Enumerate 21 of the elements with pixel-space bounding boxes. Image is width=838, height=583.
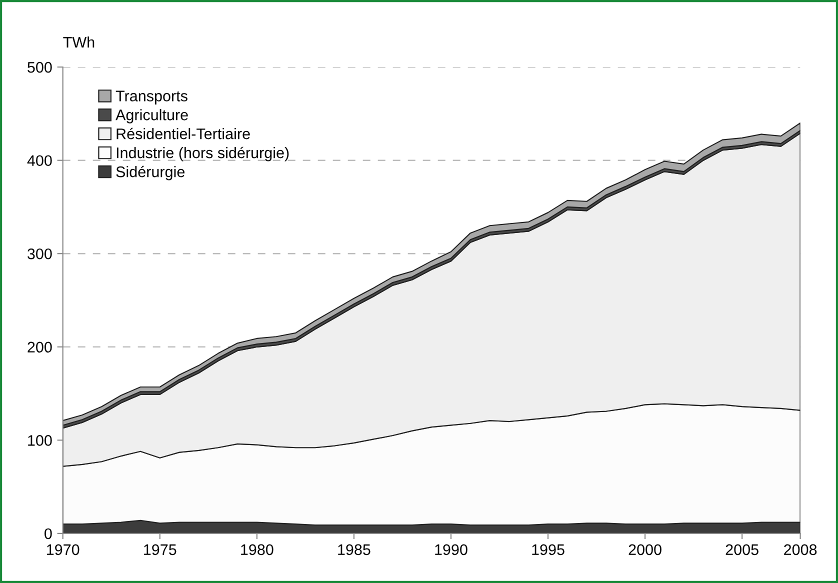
x-tick-label: 1980 [241, 544, 274, 556]
x-tick-label: 1970 [47, 544, 80, 556]
y-tick-label: 400 [27, 155, 52, 166]
y-tick-label: 100 [28, 435, 52, 446]
legend-label: Sidérurgie [116, 166, 184, 180]
legend-label: Transports [116, 90, 188, 104]
y-tick-label: 200 [28, 342, 52, 353]
legend-label: Résidentiel-Tertiaire [116, 128, 250, 140]
x-tick-label: 2005 [726, 544, 758, 556]
y-axis-title: TWh [63, 36, 94, 48]
y-tick-label: 300 [28, 248, 52, 260]
x-tick-label: 2000 [628, 544, 662, 556]
x-tick-label: 1985 [338, 544, 370, 556]
x-tick-label: 1995 [532, 544, 564, 556]
legend-label: Industrie (hors sidérurgie) [116, 146, 289, 162]
x-tick-label: 1990 [435, 544, 468, 556]
y-tick-label: 500 [28, 62, 52, 73]
legend-label: Agriculture [116, 109, 188, 124]
x-tick-label: 2008 [784, 544, 817, 556]
x-tick-label: 1975 [144, 544, 176, 556]
y-tick-label: 0 [44, 528, 52, 540]
